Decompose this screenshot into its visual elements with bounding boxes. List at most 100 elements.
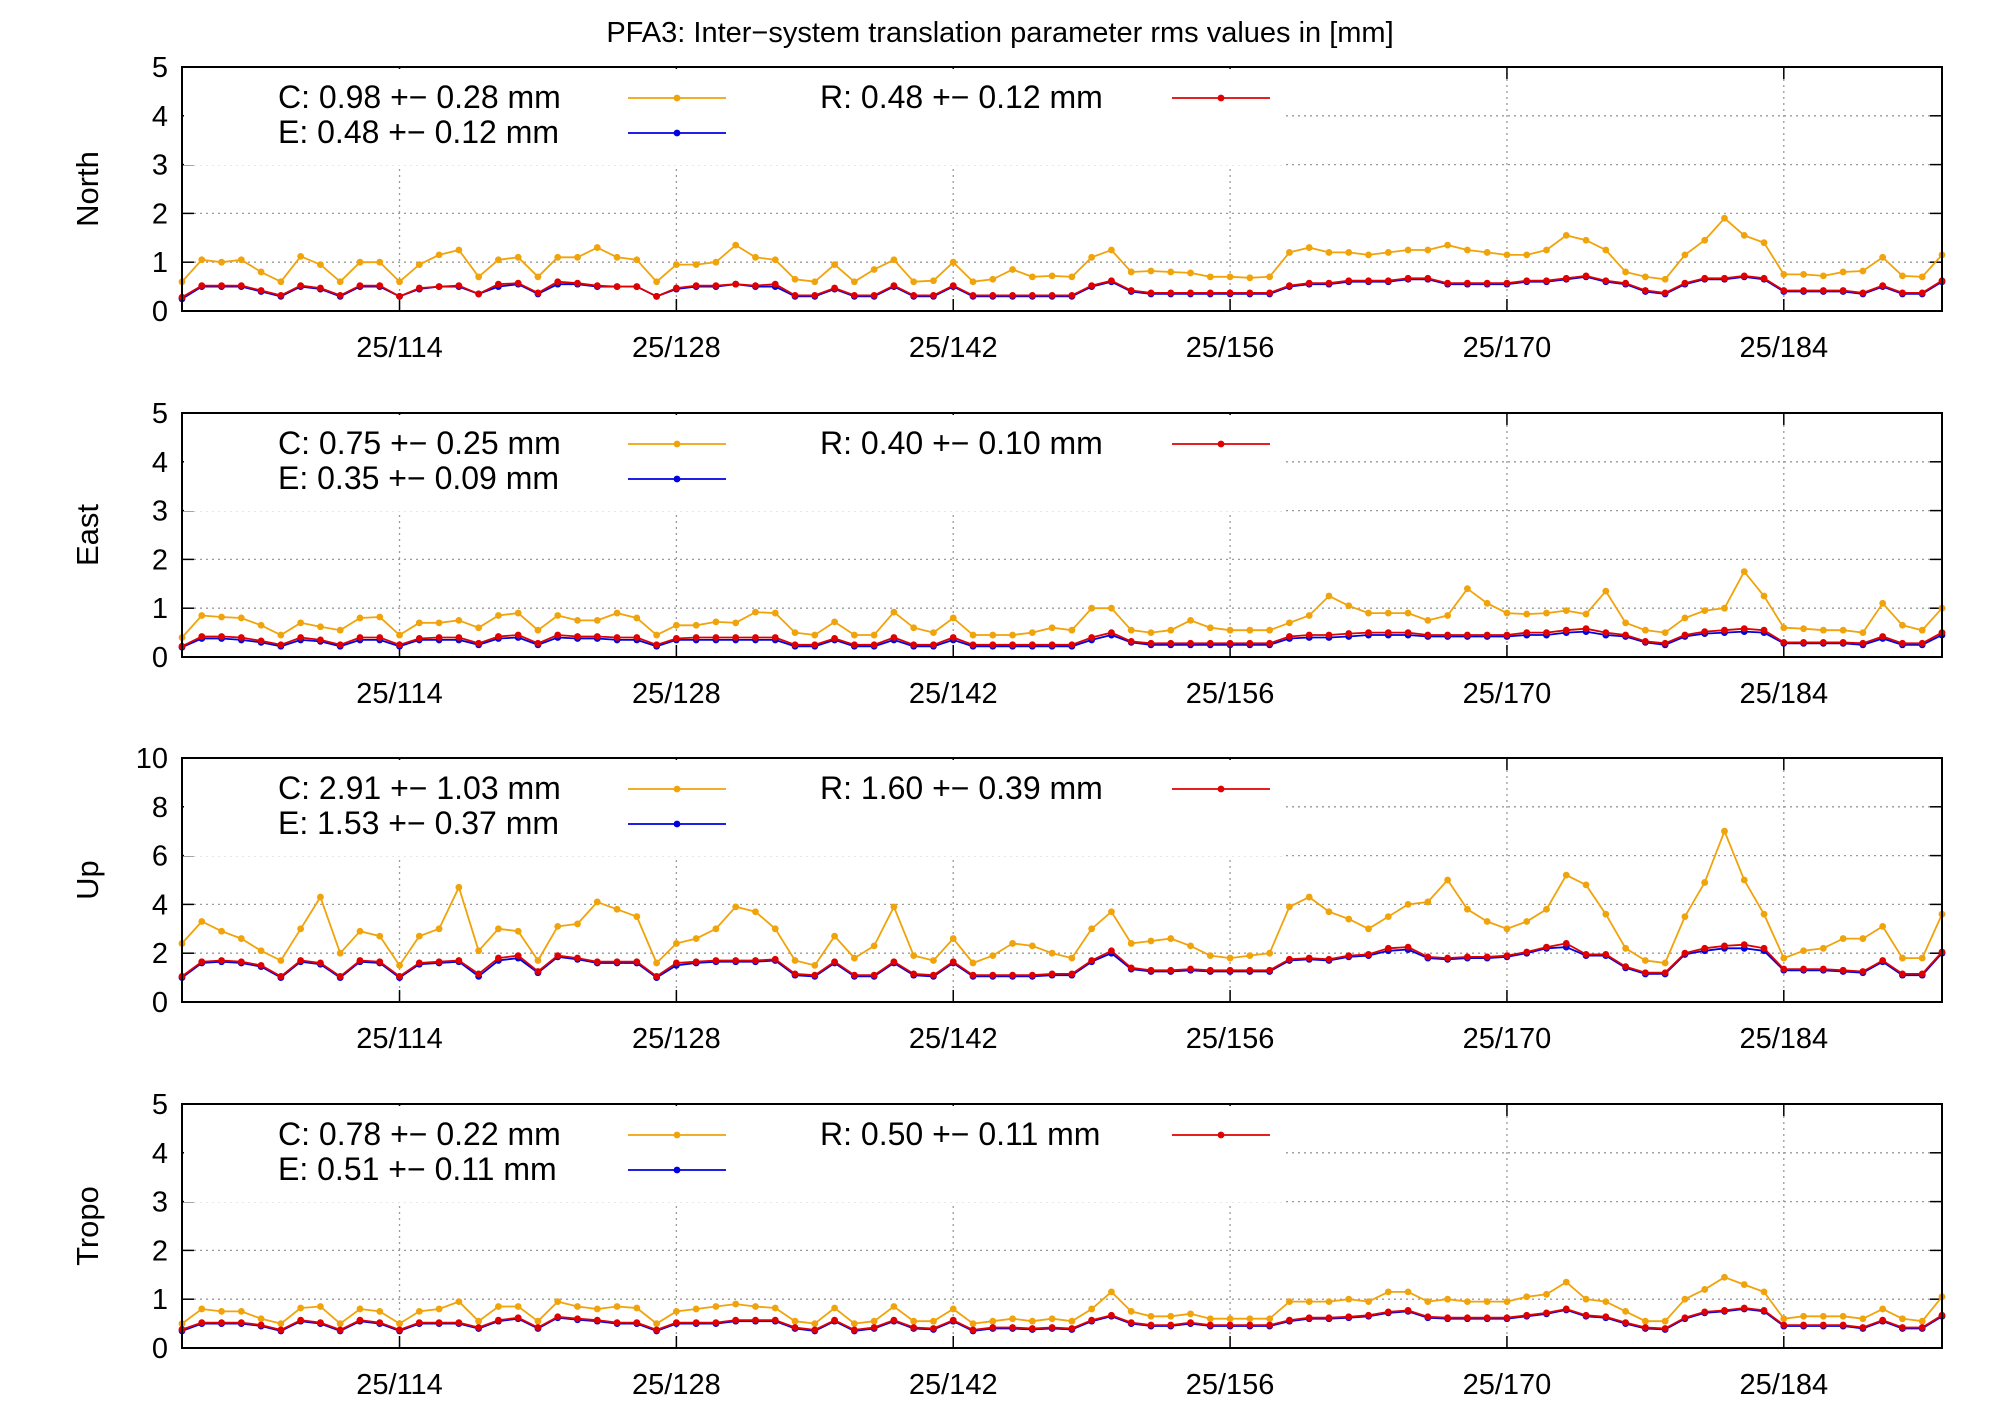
data-point-C — [574, 1303, 581, 1310]
data-point-C — [1582, 610, 1590, 618]
data-point-R — [850, 291, 858, 299]
data-point-R — [771, 955, 779, 963]
data-point-C — [811, 962, 819, 969]
data-point-R — [257, 962, 265, 969]
y-tick-label: 2 — [152, 198, 168, 230]
data-point-R — [1819, 965, 1827, 973]
data-point-C — [1523, 918, 1531, 925]
data-point-R — [495, 280, 502, 288]
panel-tropo: 0 1 2 3 4 5 25/114 25/128 25/142 25/156 25/170 25/1… — [70, 1089, 1946, 1401]
data-point-R — [1127, 637, 1135, 645]
data-point-R — [1088, 1316, 1096, 1324]
data-point-R — [1701, 944, 1709, 952]
data-point-R — [1681, 949, 1689, 957]
data-point-R — [1147, 289, 1155, 297]
data-point-R — [455, 634, 463, 641]
data-point-C — [574, 617, 581, 624]
legend-marker-C — [673, 785, 681, 793]
data-point-R — [712, 634, 720, 641]
data-point-R — [969, 291, 977, 299]
y-tick-label: 5 — [152, 398, 168, 430]
data-point-C — [1780, 624, 1788, 632]
data-point-C — [831, 618, 838, 626]
data-point-C — [1068, 273, 1076, 281]
data-point-C — [1206, 952, 1214, 960]
data-point-R — [1424, 1313, 1432, 1321]
data-point-R — [534, 1324, 542, 1331]
data-point-R — [1701, 274, 1709, 282]
data-point-C — [554, 612, 562, 619]
data-point-R — [1622, 279, 1629, 287]
data-point-R — [1246, 1321, 1254, 1329]
data-point-R — [1305, 631, 1313, 639]
legend-marker-R — [1217, 94, 1225, 102]
legend-text-C: C: 2.91 +− 1.03 mm — [278, 770, 561, 806]
legend-backdrop — [184, 760, 1284, 856]
data-point-R — [1483, 953, 1491, 961]
data-point-R — [415, 1319, 423, 1327]
data-point-C — [218, 927, 225, 935]
data-point-C — [593, 244, 601, 251]
data-point-C — [1879, 922, 1887, 930]
data-point-R — [1108, 1311, 1115, 1319]
data-point-R — [1562, 1305, 1570, 1313]
data-point-R — [277, 291, 285, 299]
legend-marker-R — [1217, 785, 1225, 793]
data-point-C — [732, 619, 740, 627]
data-point-R — [1661, 969, 1669, 977]
data-point-C — [1879, 599, 1887, 607]
data-point-R — [534, 289, 542, 297]
data-point-C — [1681, 913, 1689, 920]
data-point-R — [633, 283, 641, 290]
data-point-C — [1641, 1317, 1649, 1325]
data-point-C — [435, 1305, 443, 1313]
legend-text-R: R: 1.60 +− 0.39 mm — [820, 770, 1103, 806]
data-point-R — [1009, 1324, 1016, 1331]
data-point-R — [415, 959, 423, 967]
data-point-R — [356, 634, 364, 641]
y-tick-label: 8 — [152, 792, 168, 824]
data-point-R — [1444, 279, 1452, 287]
data-point-C — [1641, 626, 1649, 634]
data-point-R — [198, 282, 206, 290]
data-point-C — [1582, 1295, 1590, 1303]
data-point-C — [554, 1298, 562, 1306]
data-point-C — [1147, 1312, 1155, 1320]
data-point-R — [752, 634, 759, 641]
data-point-C — [930, 957, 937, 964]
data-point-R — [831, 635, 838, 642]
data-point-C — [1068, 954, 1076, 962]
data-point-C — [1187, 1310, 1194, 1318]
data-point-R — [1028, 971, 1036, 979]
data-point-C — [910, 952, 918, 960]
data-point-R — [1088, 957, 1096, 964]
data-point-C — [1147, 629, 1155, 636]
data-point-C — [1463, 905, 1471, 913]
y-tick-label: 4 — [152, 447, 168, 479]
data-point-R — [1503, 279, 1511, 287]
data-point-R — [1721, 1307, 1728, 1314]
data-point-C — [1286, 903, 1293, 911]
data-point-C — [1246, 1315, 1254, 1323]
data-point-R — [1147, 639, 1155, 647]
data-point-C — [415, 261, 423, 269]
y-tick-label: 5 — [152, 52, 168, 84]
data-point-R — [1879, 633, 1887, 640]
data-point-C — [633, 614, 641, 622]
data-point-C — [1325, 1298, 1333, 1306]
data-point-C — [831, 932, 838, 940]
data-point-C — [1444, 612, 1452, 619]
data-point-C — [257, 621, 265, 629]
data-point-C — [613, 253, 621, 261]
y-tick-label: 6 — [152, 841, 168, 873]
data-point-C — [1048, 624, 1056, 632]
data-point-R — [870, 641, 878, 649]
data-point-C — [1404, 901, 1412, 908]
data-point-C — [297, 1304, 305, 1312]
data-point-C — [1108, 908, 1115, 916]
data-point-R — [910, 970, 918, 978]
data-point-C — [1088, 1305, 1096, 1313]
data-point-R — [1800, 287, 1807, 294]
legend-marker-C — [673, 94, 681, 102]
